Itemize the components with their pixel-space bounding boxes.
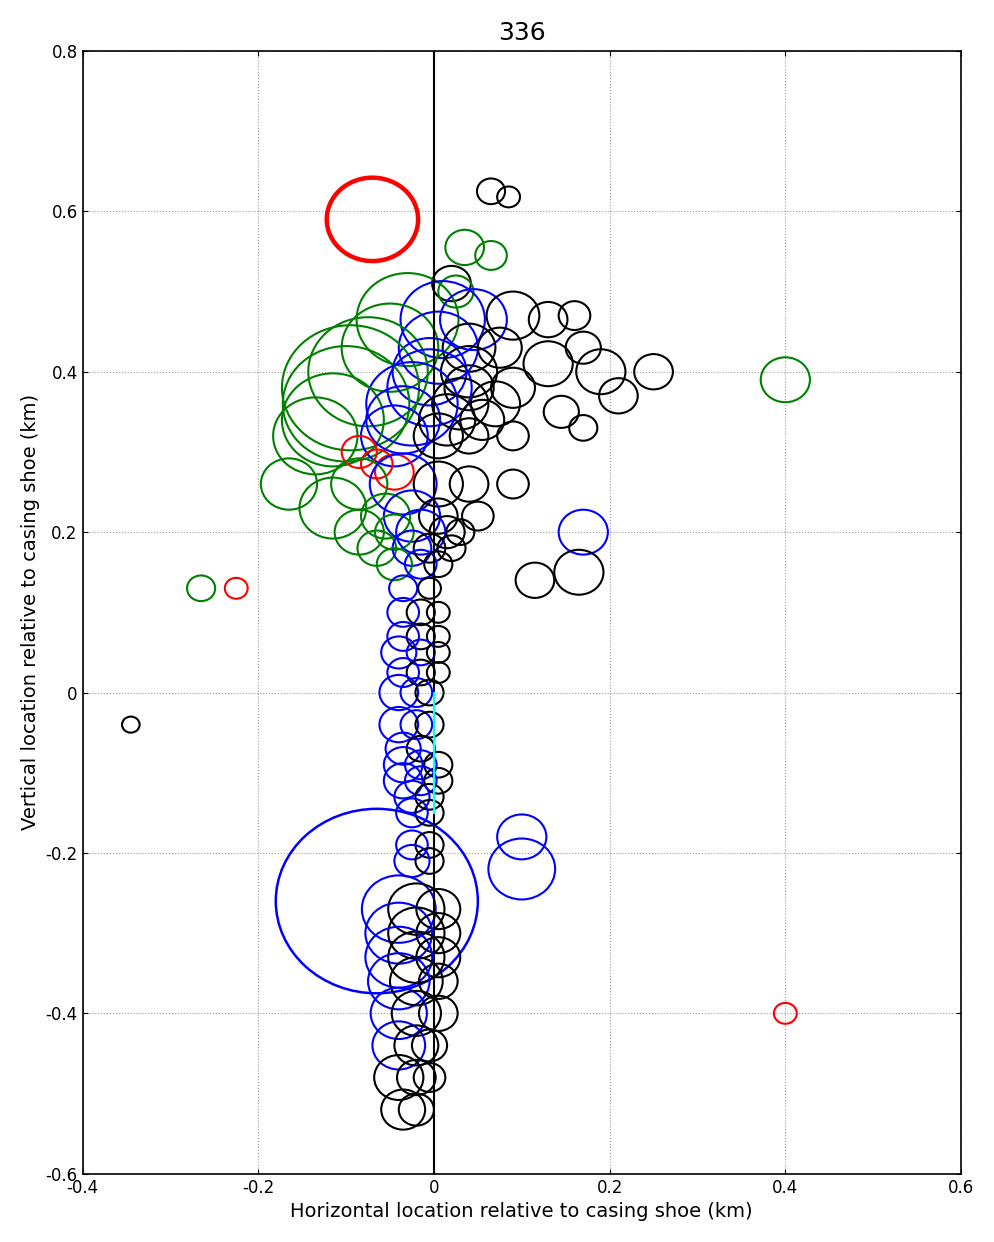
X-axis label: Horizontal location relative to casing shoe (km): Horizontal location relative to casing s…: [290, 1202, 752, 1221]
Title: 336: 336: [497, 21, 545, 45]
Y-axis label: Vertical location relative to casing shoe (km): Vertical location relative to casing sho…: [21, 394, 40, 831]
